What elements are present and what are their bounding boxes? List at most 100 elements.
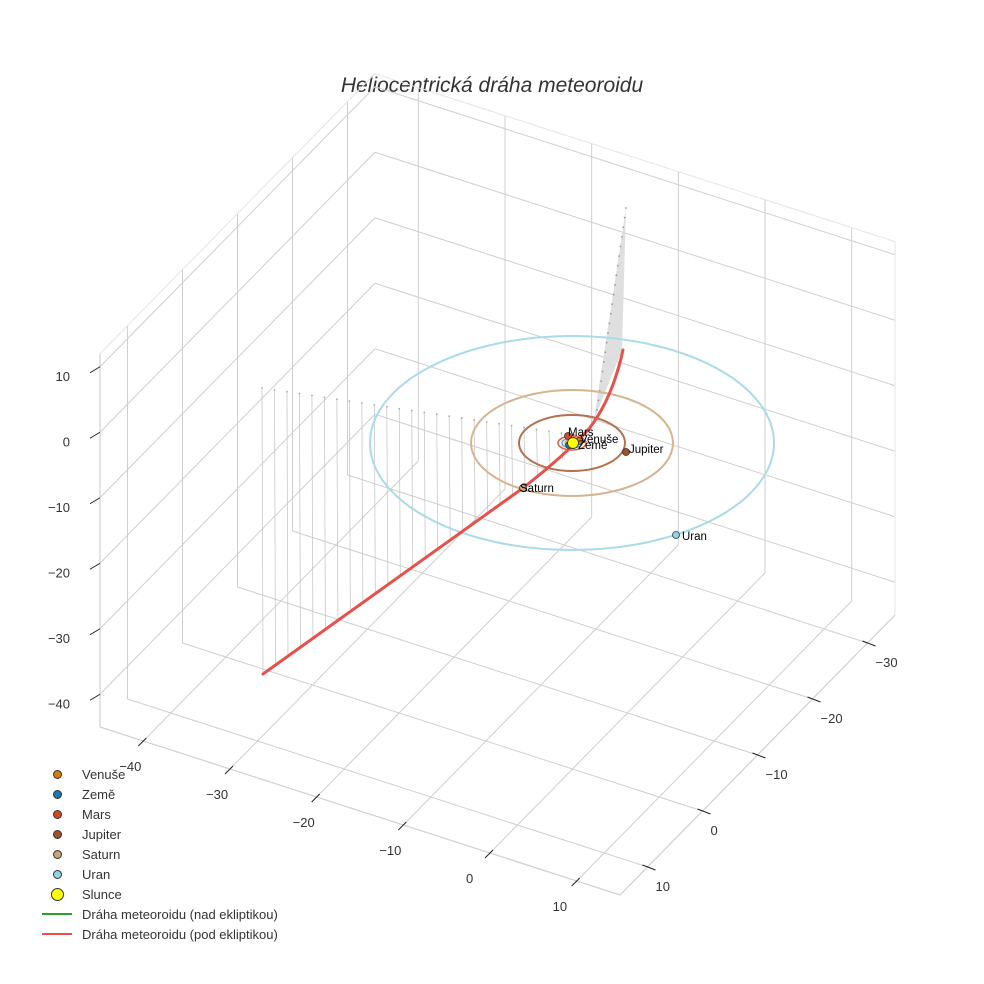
planet-label: Země bbox=[578, 440, 607, 452]
marker-swatch-icon bbox=[38, 789, 76, 799]
legend-label: Země bbox=[82, 786, 116, 802]
drop-line bbox=[286, 391, 289, 655]
legend-item[interactable]: Venuše bbox=[38, 764, 278, 784]
x-tick-label: −20 bbox=[293, 815, 315, 830]
legend-item[interactable]: Dráha meteoroidu (pod ekliptikou) bbox=[38, 924, 278, 944]
drop-line bbox=[498, 423, 501, 504]
drop-point bbox=[498, 422, 501, 425]
drop-point bbox=[398, 407, 401, 410]
drop-line bbox=[511, 425, 513, 495]
drop-point bbox=[620, 235, 623, 238]
drop-line bbox=[548, 431, 551, 468]
y-tick-mark bbox=[752, 752, 766, 759]
drop-line bbox=[348, 401, 351, 610]
x-tick-label: −30 bbox=[206, 787, 228, 802]
drop-point bbox=[625, 207, 627, 209]
legend-item[interactable]: Mars bbox=[38, 804, 278, 824]
drop-point bbox=[614, 284, 616, 286]
grid-line bbox=[374, 217, 896, 387]
drop-point bbox=[619, 245, 622, 248]
x-tick-label: −10 bbox=[379, 843, 401, 858]
drop-line bbox=[299, 393, 301, 646]
x-tick-mark bbox=[311, 793, 321, 803]
z-tick-mark bbox=[89, 431, 101, 439]
drop-point bbox=[600, 380, 603, 383]
drop-line bbox=[373, 404, 376, 593]
grid-line bbox=[99, 348, 376, 630]
drop-line bbox=[311, 395, 314, 637]
legend-item[interactable]: Slunce bbox=[38, 884, 278, 904]
drop-line bbox=[398, 408, 401, 575]
drop-point bbox=[423, 411, 426, 414]
grid-line bbox=[99, 282, 376, 564]
legend-label: Mars bbox=[82, 806, 111, 822]
drop-line bbox=[423, 412, 426, 557]
grid-line bbox=[374, 282, 896, 452]
drop-point bbox=[618, 255, 620, 257]
drop-point bbox=[373, 404, 376, 406]
drop-point bbox=[473, 419, 476, 421]
legend-label: Slunce bbox=[82, 886, 122, 902]
legend-label: Venuše bbox=[82, 766, 126, 782]
grid-line bbox=[99, 413, 376, 695]
legend-item[interactable]: Země bbox=[38, 784, 278, 804]
orbit-mars bbox=[557, 435, 587, 451]
drop-lines bbox=[261, 207, 627, 673]
orbit-saturn bbox=[470, 389, 674, 497]
planet-label: Jupiter bbox=[629, 444, 664, 456]
z-tick-mark bbox=[89, 628, 101, 636]
drop-point bbox=[605, 341, 608, 344]
legend-item[interactable]: Jupiter bbox=[38, 824, 278, 844]
drop-point bbox=[623, 216, 626, 219]
drop-point bbox=[603, 361, 605, 363]
x-tick-mark bbox=[397, 821, 407, 831]
orbit-uran bbox=[369, 335, 775, 551]
drop-point bbox=[460, 417, 463, 419]
legend-item[interactable]: Saturn bbox=[38, 844, 278, 864]
drop-point bbox=[510, 424, 513, 427]
marker-swatch-icon bbox=[38, 769, 76, 779]
x-tick-label: 10 bbox=[553, 899, 567, 914]
planet-label: Venuše bbox=[580, 434, 618, 446]
grid-line bbox=[374, 86, 896, 256]
legend-label: Uran bbox=[82, 866, 111, 882]
drop-point bbox=[607, 332, 609, 334]
z-tick-label: 0 bbox=[63, 434, 70, 449]
grid-line bbox=[374, 151, 896, 321]
marker-swatch-icon bbox=[38, 809, 76, 819]
planet-label: Uran bbox=[682, 531, 707, 543]
drop-line bbox=[323, 397, 326, 628]
y-tick-label: 0 bbox=[711, 823, 718, 838]
grid-line bbox=[347, 474, 868, 644]
drop-line bbox=[473, 419, 476, 522]
drop-point bbox=[435, 413, 438, 416]
legend-item[interactable]: Dráha meteoroidu (nad ekliptikou) bbox=[38, 904, 278, 924]
y-tick-mark bbox=[862, 640, 876, 647]
drop-line bbox=[448, 416, 451, 539]
jupiter-marker bbox=[622, 448, 630, 456]
legend-item[interactable]: Uran bbox=[38, 864, 278, 884]
drop-point bbox=[560, 432, 563, 435]
drop-point bbox=[410, 409, 413, 412]
drop-point bbox=[323, 396, 326, 399]
y-tick-label: −30 bbox=[876, 655, 898, 670]
drop-point bbox=[385, 405, 388, 408]
drop-point bbox=[298, 392, 301, 395]
legend-label: Dráha meteoroidu (pod ekliptikou) bbox=[82, 926, 278, 942]
drop-line bbox=[274, 389, 276, 664]
drop-point bbox=[348, 400, 351, 403]
z-tick-mark bbox=[89, 693, 101, 701]
drop-line bbox=[486, 421, 489, 513]
drop-line bbox=[361, 403, 364, 601]
y-tick-label: −20 bbox=[821, 711, 843, 726]
drop-point bbox=[286, 390, 288, 393]
drop-point bbox=[616, 264, 619, 267]
y-tick-mark bbox=[807, 696, 821, 703]
z-tick-label: −10 bbox=[48, 500, 70, 515]
drop-line bbox=[436, 414, 439, 548]
drop-point bbox=[273, 388, 276, 391]
z-tick-label: −40 bbox=[48, 696, 70, 711]
grid-line bbox=[374, 73, 896, 243]
